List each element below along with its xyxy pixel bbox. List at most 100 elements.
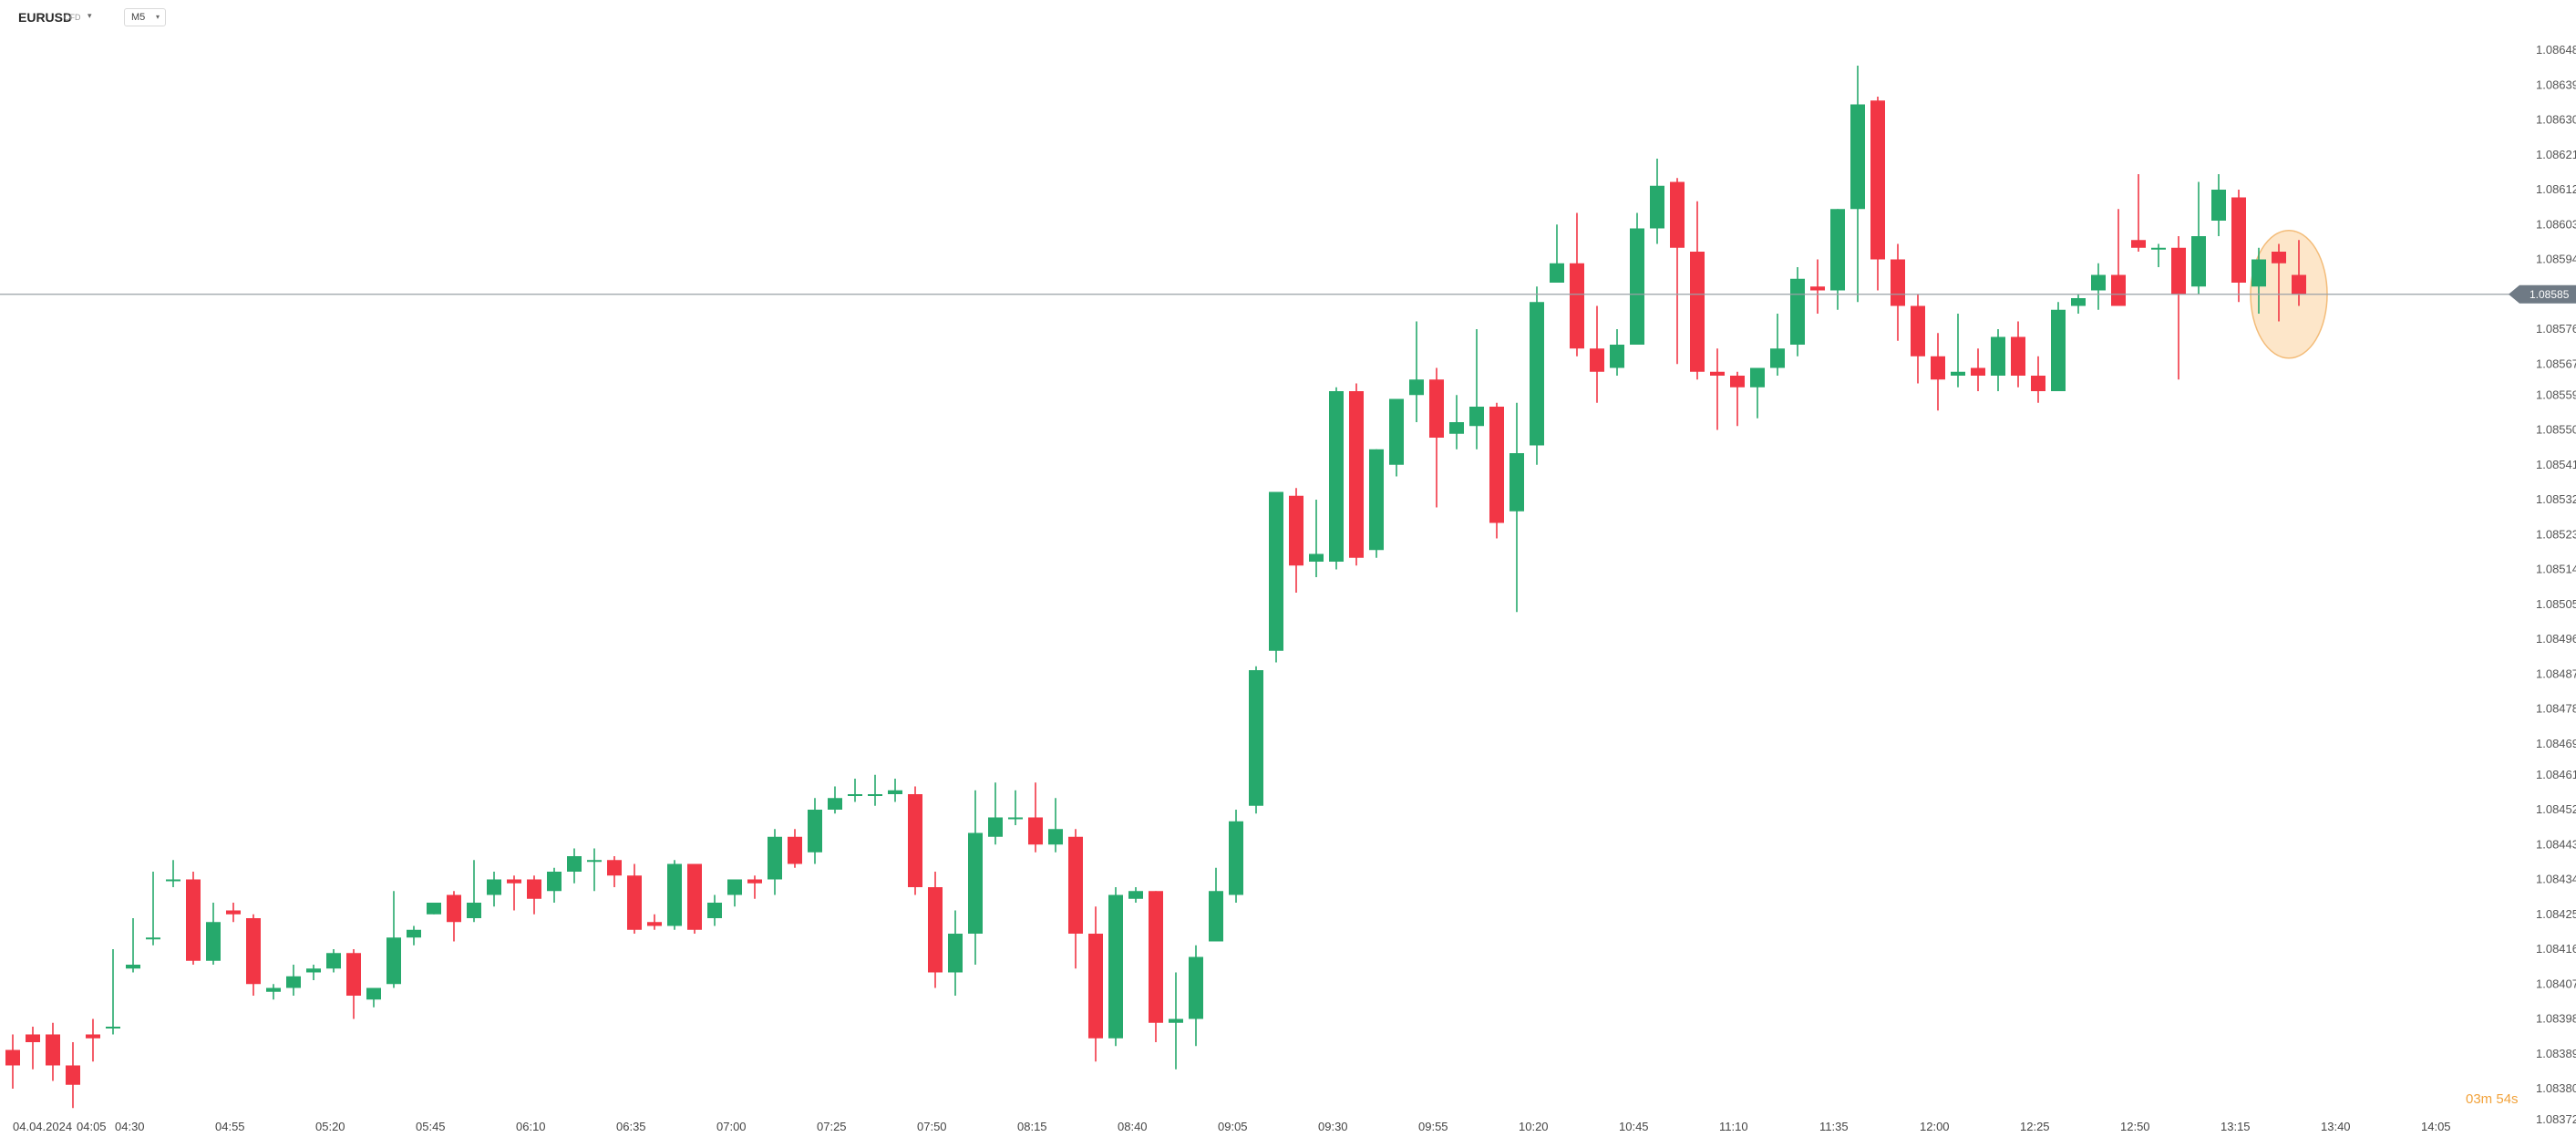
candle-body [1209,891,1223,942]
candle [1008,790,1023,825]
candle-body [727,879,742,895]
candle [146,872,160,946]
candle [1229,810,1243,903]
price-axis[interactable]: 1.08648 1.08639 1.08630 1.08621 1.08612 1.086… [2536,43,2576,1126]
candle-body [1750,367,1765,388]
candle [1971,348,1985,391]
time-tick-label: 11:35 [1819,1120,1849,1133]
candle [2272,243,2286,322]
candle-body [126,965,140,969]
candle-body [1008,817,1023,820]
candle [1951,314,1965,388]
candle-body [968,832,983,934]
candle [1209,867,1223,942]
price-tick-label: 1.08505 [2536,597,2576,611]
candle-body [848,794,862,796]
price-tick-label: 1.08523 [2536,527,2576,541]
candle-body [1169,1018,1183,1023]
candle-body [1730,376,1745,388]
candle [707,894,722,926]
candle-body [2171,247,2186,295]
candle-body [747,879,762,884]
time-tick-label: 10:20 [1519,1120,1549,1133]
candle [1489,402,1504,539]
candle-body [627,875,642,930]
candle-body [1810,286,1825,291]
candle [1169,972,1183,1070]
candle [5,1034,20,1089]
timeframe-label: M5 [131,12,146,23]
candle [206,903,221,965]
candle-body [166,879,180,882]
symbol-dropdown-icon[interactable]: ▾ [88,11,92,20]
candle-body [888,790,902,794]
candle [1931,333,1945,411]
candle [2011,321,2025,388]
candle-body [1510,453,1524,512]
candle [86,1018,100,1062]
candle-body [1369,449,1384,551]
candle-body [366,987,381,1000]
candle-body [1189,956,1203,1019]
candle [1690,201,1705,380]
time-tick-label: 12:00 [1920,1120,1950,1133]
candle-body [1530,302,1544,446]
candle-body [1429,379,1444,438]
candle [1891,243,1905,341]
time-tick-label: 13:40 [2321,1120,2351,1133]
price-tick-label: 1.08380 [2536,1081,2576,1095]
candle [2031,356,2045,403]
candle-body [1550,263,1564,283]
symbol-name[interactable]: EURUSD [18,10,73,25]
price-tick-label: 1.08603 [2536,217,2576,231]
candle-body [1489,407,1504,523]
candle-body [487,879,501,895]
candle [607,856,622,887]
time-tick-label: 10:45 [1619,1120,1649,1133]
candle-body [507,879,521,884]
candle-body [326,953,341,969]
candle [1289,488,1303,593]
time-tick-label: 13:15 [2221,1120,2251,1133]
candle [366,987,381,1008]
candle [1590,305,1604,403]
time-tick-label: 09:05 [1218,1120,1248,1133]
candle [1309,500,1324,577]
candle [266,984,281,1000]
candle-body [647,922,662,926]
candle-body [226,910,241,915]
time-axis[interactable]: 04.04.2024 04:05 04:30 04:55 05:20 05:45 06:10… [13,1120,2451,1133]
candle-body [2051,309,2066,391]
timeframe-selector[interactable]: M5 ▾ [124,8,166,26]
candle [1249,666,1263,814]
price-tick-label: 1.08461 [2536,768,2576,781]
candle [1389,398,1404,477]
candle-body [186,879,201,961]
candle [226,903,241,923]
candle-body [266,987,281,992]
candle [727,879,742,907]
candle [1670,178,1685,365]
candle [667,860,682,930]
candle-body [1610,345,1624,368]
time-tick-label: 05:45 [416,1120,446,1133]
candle-body [1269,491,1283,651]
candle-body [66,1065,80,1085]
candle-body [1108,894,1123,1039]
candle [527,875,541,915]
candle [126,918,140,973]
candle-body [1128,891,1143,899]
candle [2251,247,2266,314]
candle-body [908,794,922,887]
time-tick-label: 04:05 [77,1120,107,1133]
candle [26,1027,40,1070]
price-tick-label: 1.08532 [2536,492,2576,506]
time-tick-label: 06:10 [516,1120,546,1133]
candle [988,782,1003,845]
current-price-layer: 1.08585 [0,284,2576,304]
candle-body [1409,379,1424,396]
candle [948,910,963,996]
candle-body [1068,836,1083,934]
candle-body [1149,891,1163,1023]
